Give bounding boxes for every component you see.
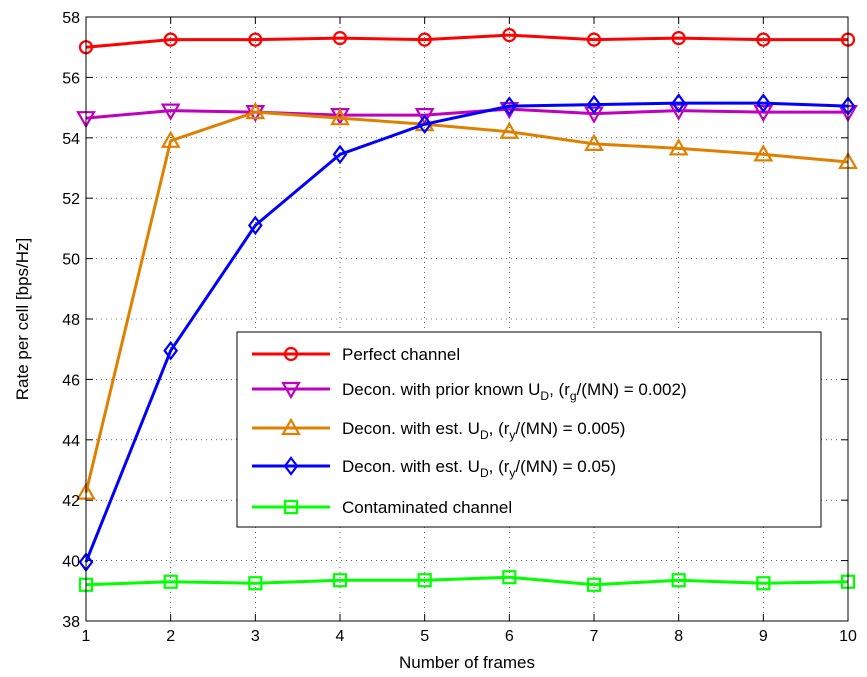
triangle-down-marker <box>668 103 689 121</box>
triangle-up-marker <box>499 121 520 139</box>
diamond-marker <box>283 456 299 476</box>
circle-marker <box>163 32 178 47</box>
legend-label: Perfect channel <box>342 345 460 364</box>
legend-box <box>236 331 822 528</box>
y-tick-label: 40 <box>62 554 80 571</box>
triangle-up-marker <box>668 138 689 156</box>
triangle-down-marker <box>753 105 774 123</box>
triangle-down-marker <box>414 108 435 126</box>
series-line <box>84 110 849 494</box>
y-tick-label: 42 <box>62 493 80 510</box>
diamond-marker <box>501 96 517 116</box>
triangle-up-marker <box>281 417 301 436</box>
triangle-down-marker <box>584 106 604 124</box>
series-line <box>85 33 848 49</box>
x-tick-label: 10 <box>839 628 857 645</box>
legend-entry: Perfect channel <box>252 345 460 364</box>
diamond-marker <box>163 340 179 361</box>
series-line <box>85 575 849 587</box>
triangle-up-marker <box>330 107 350 126</box>
x-tick-label: 9 <box>759 628 768 645</box>
circle-marker <box>332 31 348 46</box>
x-tick-label: 1 <box>82 628 91 645</box>
y-tick-label: 48 <box>62 312 80 329</box>
square-marker <box>163 574 178 589</box>
square-marker <box>417 573 432 588</box>
legend-entry: Decon. with est. UD, (ry/(MN) = 0.005) <box>252 417 625 442</box>
triangle-up-marker <box>584 133 604 151</box>
circle-marker <box>756 32 771 47</box>
circle-marker <box>671 31 686 46</box>
series-1 <box>78 28 856 55</box>
x-tick-label: 7 <box>590 628 599 645</box>
square-marker <box>756 576 771 591</box>
y-tick-label: 46 <box>62 372 80 389</box>
plot-frame <box>85 16 849 622</box>
y-tick-label: 58 <box>62 10 80 27</box>
square-marker <box>332 573 348 588</box>
y-tick-label: 50 <box>62 252 80 269</box>
circle-marker <box>586 32 602 47</box>
diamond-marker <box>671 93 687 113</box>
diamond-marker <box>417 114 433 135</box>
y-tick-label: 52 <box>62 191 80 208</box>
series-line <box>84 101 849 563</box>
legend-entry: Contaminated channel <box>252 498 512 517</box>
legend-label: Contaminated channel <box>342 498 512 517</box>
square-marker <box>248 576 263 591</box>
legend-entry: Decon. with est. UD, (ry/(MN) = 0.05) <box>252 456 616 480</box>
circle-marker <box>248 32 263 47</box>
square-marker <box>671 573 686 588</box>
y-tick-label: 38 <box>62 614 80 631</box>
x-tick-label: 3 <box>251 628 260 645</box>
circle-marker <box>502 28 517 43</box>
diamond-marker <box>332 144 348 165</box>
y-axis-title: Rate per cell [bps/Hz] <box>13 238 32 401</box>
legend: Perfect channel Decon. with prior known U… <box>236 331 822 528</box>
square-marker <box>502 570 517 585</box>
y-tick-label: 54 <box>62 131 80 148</box>
triangle-up-marker <box>160 130 181 148</box>
square-marker <box>283 499 299 515</box>
y-tick-label: 56 <box>62 70 80 87</box>
diamond-marker <box>247 215 263 236</box>
triangle-up-marker <box>753 144 774 162</box>
y-tick-label: 44 <box>62 433 80 450</box>
legend-label: Decon. with est. UD, (ry/(MN) = 0.005) <box>342 419 625 442</box>
legend-label: Decon. with est. UD, (ry/(MN) = 0.05) <box>342 457 616 480</box>
x-tick-label: 8 <box>674 628 683 645</box>
square-marker <box>586 577 602 592</box>
triangle-down-marker <box>281 381 301 400</box>
circle-marker <box>417 32 432 47</box>
triangle-up-marker <box>245 101 266 120</box>
x-tick-label: 6 <box>505 628 514 645</box>
circle-marker <box>283 346 299 362</box>
legend-label: Decon. with prior known UD, (rg/(MN) = 0… <box>342 380 687 403</box>
series-line <box>85 107 848 120</box>
diamond-marker <box>586 94 602 115</box>
triangle-down-marker <box>160 103 181 121</box>
diamond-marker <box>755 93 771 113</box>
x-tick-label: 5 <box>420 628 429 645</box>
legend-entry: Decon. with prior known UD, (rg/(MN) = 0… <box>252 380 687 403</box>
x-tick-label: 2 <box>166 628 175 645</box>
plot-series <box>76 28 858 592</box>
x-tick-label: 4 <box>336 628 345 645</box>
x-axis-title: Number of frames <box>399 653 535 672</box>
